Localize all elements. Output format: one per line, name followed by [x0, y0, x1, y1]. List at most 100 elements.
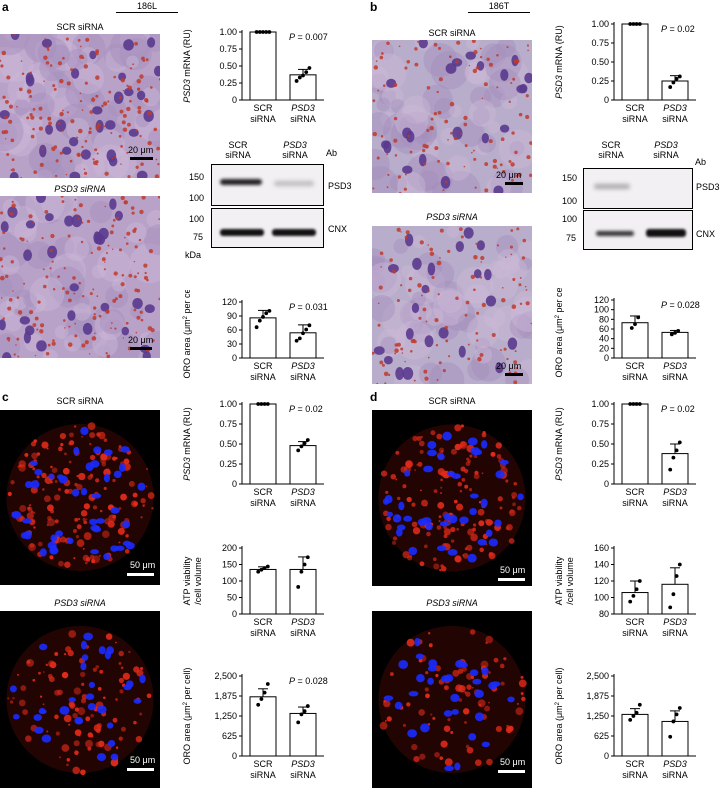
y-axis-label: PSD3 mRNA (RU)	[554, 407, 564, 481]
bar	[621, 403, 649, 485]
chart-d-oro: ORO area (μm2 per cell) 0 625 1,250 1,875 2,5…	[554, 667, 696, 780]
data-point	[636, 315, 641, 320]
y-tick-label: 40	[599, 334, 609, 344]
data-point	[262, 402, 267, 406]
y-tick-label: 0	[232, 751, 237, 761]
blot-b-m100a: 100	[562, 196, 578, 206]
x-tick-label: siRNA	[290, 498, 316, 508]
scalebar-c-scr-label: 50 μm	[130, 560, 156, 570]
y-tick-label: 625	[222, 731, 237, 741]
y-axis-label: ATP viability	[182, 556, 192, 605]
blot-a-lane2: PSD3 siRNA	[282, 140, 308, 160]
x-tick-label: PSD3	[663, 759, 687, 769]
data-point	[305, 438, 310, 442]
micrograph-d-psd3	[372, 611, 532, 788]
data-point	[267, 308, 272, 313]
data-point	[299, 712, 304, 717]
x-tick-label: SCR	[625, 487, 645, 497]
micrograph-c-psd3	[0, 611, 160, 788]
bar	[249, 696, 277, 757]
chart-c-oro: ORO area (μm2 per cell) 0 625 1,250 1,875 2,5…	[182, 667, 328, 780]
data-point	[628, 22, 633, 26]
blot-b-m100b: 100	[562, 214, 578, 224]
data-point	[629, 326, 634, 330]
chart-d-atp: ATP viability/cell volume 80 100 120 140 160 S…	[554, 543, 696, 638]
x-tick-label: SCR	[625, 361, 645, 371]
data-point	[301, 73, 305, 78]
data-point	[254, 30, 259, 34]
bar	[661, 583, 689, 615]
x-tick-label: PSD3	[663, 103, 687, 113]
y-axis-label-line2: /cell volume	[565, 557, 575, 605]
data-point	[259, 567, 264, 572]
data-point	[262, 566, 267, 571]
data-point	[637, 702, 642, 707]
y-tick-label: 1.00	[591, 399, 609, 409]
data-point	[671, 80, 676, 85]
x-tick-label: siRNA	[662, 498, 688, 508]
x-tick-label: siRNA	[662, 770, 688, 780]
y-tick-label: 200	[222, 543, 237, 553]
x-tick-label: PSD3	[291, 361, 315, 371]
data-point	[259, 402, 264, 406]
x-tick-label: siRNA	[290, 770, 316, 780]
caption-c-scr: SCR siRNA	[56, 396, 104, 406]
data-point	[296, 585, 301, 589]
scalebar-c-scr	[127, 573, 154, 576]
bar	[249, 568, 277, 615]
panel-label-c: c	[2, 390, 9, 404]
data-point	[265, 402, 270, 406]
x-tick-label: siRNA	[290, 114, 316, 124]
data-point	[674, 76, 679, 81]
panel-label-d: d	[370, 390, 378, 404]
x-tick-label: PSD3	[291, 617, 315, 627]
data-point	[304, 70, 309, 75]
data-point	[631, 402, 636, 406]
panel-label-a: a	[2, 0, 9, 14]
data-point	[261, 315, 265, 319]
blot-b-ab: Ab	[695, 157, 707, 167]
blot-b-cnx-label: CNX	[696, 229, 716, 239]
x-tick-label: siRNA	[662, 372, 688, 382]
scalebar-a-psd3-label: 20 μm	[128, 335, 154, 345]
bar	[249, 317, 277, 359]
y-axis-label: PSD3 mRNA (RU)	[182, 407, 192, 481]
data-point	[668, 734, 673, 739]
data-point	[631, 714, 636, 718]
y-tick-label: 0	[604, 479, 609, 489]
data-point	[671, 719, 676, 724]
data-point	[257, 318, 262, 323]
scalebar-b-psd3	[505, 373, 523, 376]
y-tick-label: 20	[599, 343, 609, 353]
data-point	[304, 327, 309, 332]
micrograph-a-scr	[0, 34, 160, 178]
data-point	[257, 30, 262, 34]
x-tick-label: siRNA	[622, 114, 648, 124]
x-tick-label: SCR	[625, 103, 645, 113]
header-186T-line	[468, 12, 530, 14]
y-tick-label: 0	[604, 95, 609, 105]
p-value-annotation: P = 0.007	[289, 32, 328, 42]
caption-b-psd3: PSD3 siRNA	[426, 212, 478, 222]
scalebar-c-psd3-label: 50 μm	[130, 755, 156, 765]
data-point	[669, 332, 674, 337]
x-tick-label: SCR	[253, 617, 273, 627]
data-point	[634, 587, 639, 592]
y-tick-label: 120	[594, 295, 609, 305]
y-tick-label: 0	[232, 479, 237, 489]
scalebar-b-scr	[505, 182, 523, 185]
data-point	[307, 66, 312, 70]
scalebar-a-psd3	[130, 347, 152, 350]
y-tick-label: 100	[594, 305, 609, 315]
header-186T: 186T	[488, 1, 510, 11]
p-value-annotation: P = 0.02	[661, 24, 695, 34]
micrograph-a-psd3	[0, 196, 160, 358]
y-tick-label: 1,250	[586, 711, 609, 721]
y-tick-label: 1,875	[214, 691, 237, 701]
y-tick-label: 80	[599, 314, 609, 324]
data-point	[637, 579, 642, 583]
header-186L-line	[116, 12, 178, 14]
data-point	[674, 712, 679, 717]
data-point	[668, 85, 673, 89]
micrograph-d-scr	[372, 410, 532, 586]
